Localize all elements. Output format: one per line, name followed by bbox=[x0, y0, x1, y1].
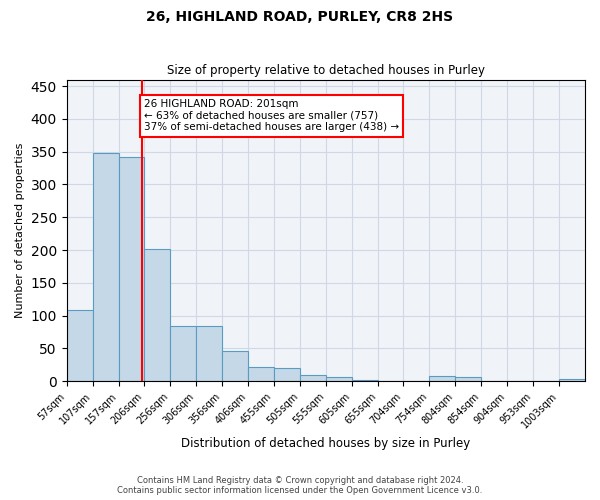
Y-axis label: Number of detached properties: Number of detached properties bbox=[15, 142, 25, 318]
Title: Size of property relative to detached houses in Purley: Size of property relative to detached ho… bbox=[167, 64, 485, 77]
Bar bbox=[196, 326, 222, 382]
X-axis label: Distribution of detached houses by size in Purley: Distribution of detached houses by size … bbox=[181, 437, 470, 450]
Bar bbox=[274, 368, 300, 382]
Bar bbox=[326, 376, 352, 382]
Text: 26 HIGHLAND ROAD: 201sqm
← 63% of detached houses are smaller (757)
37% of semi-: 26 HIGHLAND ROAD: 201sqm ← 63% of detach… bbox=[144, 99, 400, 132]
Bar bbox=[300, 376, 326, 382]
Bar bbox=[430, 376, 455, 382]
Text: Contains HM Land Registry data © Crown copyright and database right 2024.
Contai: Contains HM Land Registry data © Crown c… bbox=[118, 476, 482, 495]
Bar bbox=[248, 367, 274, 382]
Bar bbox=[67, 310, 92, 382]
Bar bbox=[559, 380, 585, 382]
Bar bbox=[481, 380, 508, 382]
Bar bbox=[144, 249, 170, 382]
Bar bbox=[222, 351, 248, 382]
Text: 26, HIGHLAND ROAD, PURLEY, CR8 2HS: 26, HIGHLAND ROAD, PURLEY, CR8 2HS bbox=[146, 10, 454, 24]
Bar bbox=[119, 157, 144, 382]
Bar bbox=[455, 378, 481, 382]
Bar bbox=[92, 153, 119, 382]
Bar bbox=[352, 380, 378, 382]
Bar bbox=[170, 326, 196, 382]
